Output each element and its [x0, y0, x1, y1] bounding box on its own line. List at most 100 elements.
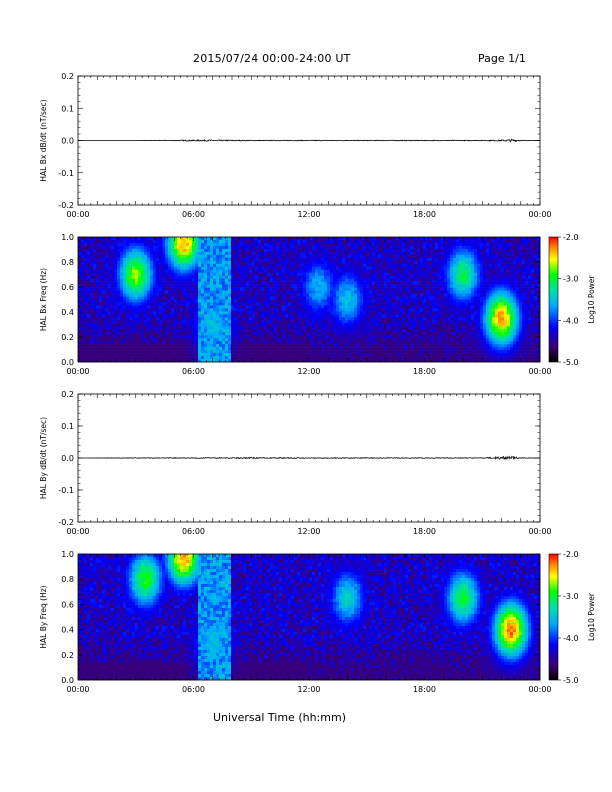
- heat-cell: [192, 242, 196, 247]
- heat-cell: [189, 260, 193, 265]
- heat-cell: [144, 332, 148, 336]
- heat-cell: [117, 257, 121, 262]
- heat-cell: [321, 353, 325, 357]
- heat-cell: [231, 281, 235, 285]
- heat-cell: [282, 254, 286, 259]
- heat-cell: [195, 296, 199, 300]
- heat-cell: [393, 326, 397, 330]
- heat-cell: [207, 245, 211, 250]
- heat-cell: [408, 350, 412, 354]
- heat-cell: [381, 356, 385, 360]
- heat-cell: [186, 335, 190, 339]
- heat-cell: [153, 323, 157, 327]
- heat-cell: [261, 353, 265, 357]
- heat-cell: [189, 356, 193, 360]
- heat-cell: [189, 353, 193, 357]
- heat-cell: [96, 344, 100, 348]
- heat-cell: [228, 305, 232, 309]
- heat-cell: [246, 335, 250, 339]
- heat-cell: [204, 350, 208, 354]
- heat-cell: [207, 281, 211, 285]
- heat-cell: [90, 329, 94, 333]
- heat-cell: [129, 299, 133, 303]
- heat-cell: [384, 359, 388, 363]
- heat-cell: [414, 356, 418, 360]
- heat-cell: [294, 314, 298, 318]
- heat-cell: [81, 275, 85, 279]
- heat-cell: [336, 341, 340, 345]
- heat-cell: [309, 338, 313, 342]
- heat-cell: [114, 290, 118, 294]
- heat-cell: [258, 260, 262, 265]
- heat-cell: [273, 284, 277, 288]
- heat-cell: [246, 239, 250, 244]
- heat-cell: [99, 344, 103, 348]
- heat-cell: [303, 338, 307, 342]
- heat-cell: [336, 287, 340, 291]
- heat-cell: [171, 257, 175, 262]
- heat-cell: [258, 317, 262, 321]
- heat-cell: [390, 284, 394, 288]
- heat-cell: [246, 281, 250, 285]
- heat-cell: [318, 353, 322, 357]
- heat-cell: [93, 305, 97, 309]
- heat-cell: [120, 329, 124, 333]
- heat-cell: [201, 338, 205, 342]
- heat-cell: [345, 299, 349, 303]
- heat-cell: [180, 263, 184, 268]
- heat-cell: [156, 350, 160, 354]
- heat-cell: [369, 257, 373, 262]
- heat-cell: [417, 326, 421, 330]
- heat-cell: [81, 269, 85, 274]
- heat-cell: [339, 308, 343, 312]
- heat-cell: [309, 281, 313, 285]
- heat-cell: [252, 347, 256, 351]
- heat-cell: [201, 266, 205, 271]
- heat-cell: [375, 356, 379, 360]
- heat-cell: [318, 278, 322, 282]
- heat-cell: [168, 263, 172, 268]
- heat-cell: [123, 269, 127, 274]
- heat-cell: [285, 341, 289, 345]
- heat-cell: [282, 317, 286, 321]
- heat-cell: [195, 353, 199, 357]
- heat-cell: [375, 326, 379, 330]
- heat-cell: [375, 320, 379, 324]
- heat-cell: [246, 245, 250, 250]
- heat-cell: [279, 341, 283, 345]
- heat-cell: [375, 284, 379, 288]
- heat-cell: [390, 239, 394, 244]
- heat-cell: [168, 284, 172, 288]
- heat-cell: [99, 248, 103, 253]
- heat-cell: [429, 344, 433, 348]
- heat-cell: [114, 344, 118, 348]
- heat-cell: [141, 323, 145, 327]
- heat-cell: [78, 347, 82, 351]
- heat-cell: [276, 260, 280, 265]
- heat-cell: [360, 272, 364, 276]
- heat-cell: [345, 269, 349, 274]
- heat-cell: [183, 290, 187, 294]
- heat-cell: [387, 347, 391, 351]
- heat-cell: [360, 359, 364, 363]
- heat-cell: [168, 245, 172, 250]
- heat-cell: [186, 293, 190, 297]
- heat-cell: [237, 332, 241, 336]
- heat-cell: [279, 311, 283, 315]
- heat-cell: [168, 239, 172, 244]
- heat-cell: [249, 332, 253, 336]
- heat-cell: [231, 344, 235, 348]
- heat-cell: [306, 335, 310, 339]
- heat-cell: [423, 356, 427, 360]
- heat-cell: [225, 341, 229, 345]
- heat-cell: [120, 332, 124, 336]
- heat-cell: [213, 263, 217, 268]
- heat-cell: [258, 353, 262, 357]
- heat-cell: [360, 299, 364, 303]
- heat-cell: [426, 356, 430, 360]
- heat-cell: [264, 284, 268, 288]
- heat-cell: [417, 356, 421, 360]
- heat-cell: [225, 308, 229, 312]
- heat-cell: [351, 281, 355, 285]
- heat-cell: [156, 242, 160, 247]
